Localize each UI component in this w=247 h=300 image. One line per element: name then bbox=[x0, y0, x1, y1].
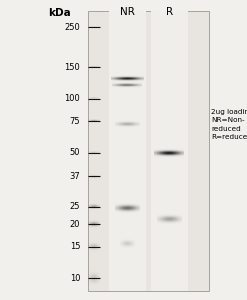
Text: 50: 50 bbox=[70, 148, 80, 157]
Text: 150: 150 bbox=[64, 63, 80, 72]
Text: 100: 100 bbox=[64, 94, 80, 103]
Bar bbox=[151, 11, 188, 291]
Text: 20: 20 bbox=[70, 220, 80, 229]
Text: 10: 10 bbox=[70, 274, 80, 283]
Text: NR: NR bbox=[120, 7, 135, 16]
Bar bbox=[109, 11, 146, 291]
Text: R: R bbox=[166, 7, 173, 16]
Text: 75: 75 bbox=[70, 117, 80, 126]
Text: 2ug loading
NR=Non-
reduced
R=reduced: 2ug loading NR=Non- reduced R=reduced bbox=[211, 109, 247, 140]
Text: 15: 15 bbox=[70, 242, 80, 251]
Text: 37: 37 bbox=[69, 172, 80, 181]
Bar bbox=[88, 11, 209, 291]
Text: 25: 25 bbox=[70, 202, 80, 211]
Text: kDa: kDa bbox=[48, 8, 71, 17]
Text: 250: 250 bbox=[64, 23, 80, 32]
